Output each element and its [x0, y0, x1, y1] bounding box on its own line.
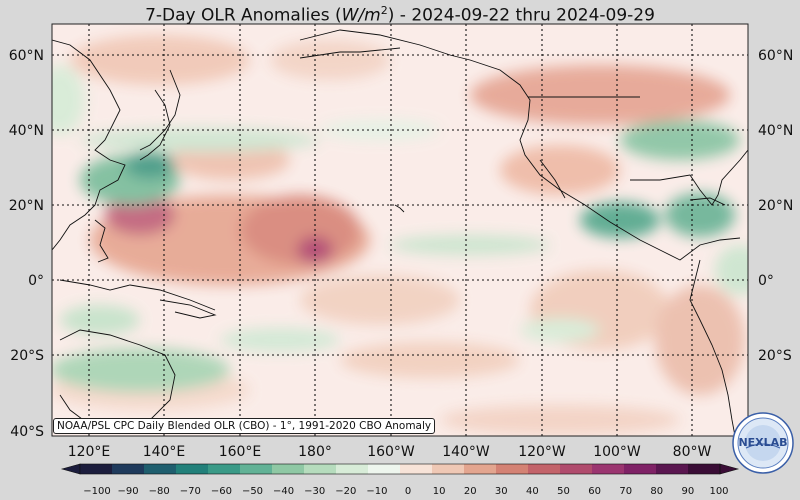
colorbar-segment — [432, 464, 465, 474]
colorbar-tick-label: 100 — [709, 486, 728, 497]
lon-label: 140°W — [442, 444, 490, 460]
colorbar-tick-label: 80 — [650, 486, 663, 497]
map-title: 7-Day OLR Anomalies (W/m2) - 2024-09-22 … — [0, 0, 800, 26]
colorbar-segment — [304, 464, 337, 474]
coastlines — [52, 29, 748, 436]
colorbar-extend-low — [60, 463, 81, 475]
lon-label: 100°W — [593, 444, 641, 460]
colorbar-frame — [79, 463, 721, 475]
colorbar-tick-label: 10 — [433, 486, 446, 497]
colorbar-tick-label: 0 — [405, 486, 411, 497]
lon-label: 180° — [298, 444, 332, 460]
colorbar: −100 −90 −80 −70 −60 −50 −40 −30 −20 −10 0 10 20 30 40… — [60, 463, 740, 497]
lon-label: 160°W — [367, 444, 415, 460]
colorbar-tick-label: −60 — [211, 486, 232, 497]
lon-label: 80°W — [673, 444, 712, 460]
colorbar-segment — [368, 464, 401, 474]
title-prefix: 7-Day OLR Anomalies ( — [145, 5, 342, 26]
colorbar-segment — [592, 464, 625, 474]
colorbar-segment — [176, 464, 209, 474]
colorbar-tick-label: 20 — [464, 486, 477, 497]
colorbar-tick-label: 50 — [557, 486, 570, 497]
colorbar-segment — [464, 464, 497, 474]
map-frame — [51, 23, 749, 437]
lon-label: 140°E — [143, 444, 186, 460]
colorbar-segment — [688, 464, 721, 474]
colorbar-tick-label: −40 — [273, 486, 294, 497]
lon-label: 120°E — [68, 444, 111, 460]
title-units: W/m — [341, 5, 381, 26]
logo-text: NEXLAB — [738, 436, 787, 449]
lat-labels-right: 60°N 40°N 20°N 0° 20°S — [758, 48, 793, 364]
colorbar-tick-label: 40 — [526, 486, 539, 497]
lat-label: 40°N — [9, 123, 44, 139]
colorbar-tick-label: −50 — [242, 486, 263, 497]
colorbar-segment — [144, 464, 177, 474]
colorbar-segment — [240, 464, 273, 474]
colorbar-tick-label: −80 — [149, 486, 170, 497]
colorbar-tick-label: 70 — [619, 486, 632, 497]
lat-label: 40°N — [758, 123, 793, 139]
colorbar-segment — [336, 464, 369, 474]
colorbar-segment — [624, 464, 657, 474]
colorbar-segment — [272, 464, 305, 474]
colorbar-segment — [400, 464, 433, 474]
title-suffix: ) - 2024-09-22 thru 2024-09-29 — [387, 5, 655, 26]
graticule — [52, 24, 748, 436]
colorbar-tick-label: 60 — [588, 486, 601, 497]
colorbar-segment — [560, 464, 593, 474]
colorbar-segment — [528, 464, 561, 474]
colorbar-tick-label: −90 — [118, 486, 139, 497]
colorbar-tick-label: −20 — [335, 486, 356, 497]
colorbar-tick-label: −70 — [180, 486, 201, 497]
lat-label: 20°S — [758, 348, 792, 364]
data-credit: NOAA/PSL CPC Daily Blended OLR (CBO) - 1… — [53, 418, 436, 434]
colorbar-tick-label: −10 — [366, 486, 387, 497]
lat-label: 40°S — [10, 424, 44, 440]
colorbar-segment — [496, 464, 529, 474]
lat-label: 0° — [758, 273, 774, 289]
colorbar-segment — [112, 464, 145, 474]
lon-label: 120°W — [518, 444, 566, 460]
lat-label: 0° — [28, 273, 44, 289]
colorbar-segment — [80, 464, 113, 474]
lat-labels-left: 60°N 40°N 20°N 0° 20°S 40°S — [9, 48, 44, 440]
lon-labels: 120°E 140°E 160°E 180° 160°W 140°W 120°W… — [68, 444, 712, 460]
lat-label: 20°N — [9, 198, 44, 214]
lon-label: 160°E — [219, 444, 262, 460]
lat-label: 60°N — [758, 48, 793, 64]
colorbar-tick-label: −30 — [304, 486, 325, 497]
colorbar-segment — [208, 464, 241, 474]
lat-label: 60°N — [9, 48, 44, 64]
title-units-exponent: 2 — [380, 4, 388, 17]
colorbar-tick-label: 90 — [682, 486, 695, 497]
colorbar-segment — [656, 464, 689, 474]
colorbar-tick-label: −100 — [83, 486, 110, 497]
lat-label: 20°S — [10, 348, 44, 364]
nexlab-logo-icon: NEXLAB — [732, 412, 794, 474]
lat-label: 20°N — [758, 198, 793, 214]
colorbar-tick-label: 30 — [495, 486, 508, 497]
